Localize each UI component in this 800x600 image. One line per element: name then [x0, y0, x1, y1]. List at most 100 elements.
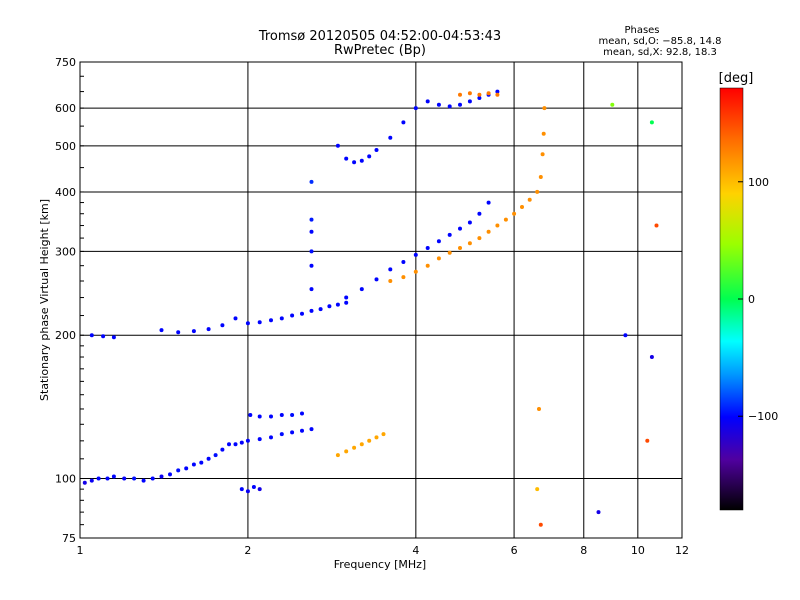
colorbar-label: [deg] [719, 71, 754, 86]
data-point [199, 460, 204, 465]
data-point [388, 267, 393, 272]
y-tick-label: 400 [55, 186, 76, 199]
data-point [176, 468, 181, 473]
data-point [184, 466, 189, 471]
data-point [300, 311, 304, 316]
data-point [467, 220, 472, 225]
data-point [168, 472, 172, 477]
y-tick-label: 100 [55, 473, 76, 486]
y-axis-label: Stationary phase Virtual Height [km] [38, 199, 51, 401]
data-point [467, 99, 472, 104]
data-point [425, 246, 430, 250]
data-point [477, 211, 482, 216]
data-point [367, 154, 372, 159]
y-tick-label: 200 [55, 329, 76, 342]
data-point [257, 437, 262, 442]
data-point [309, 179, 314, 184]
x-tick-label: 12 [675, 544, 689, 557]
data-point [542, 106, 547, 111]
grid-layer [80, 62, 682, 538]
data-point [649, 120, 654, 125]
data-point [245, 321, 250, 326]
data-point [374, 148, 379, 152]
data-point [159, 328, 164, 333]
data-point [458, 92, 462, 97]
data-point [239, 440, 244, 445]
data-point [344, 156, 349, 161]
data-point [535, 189, 540, 194]
y-tick-label: 300 [55, 245, 76, 258]
data-point [122, 476, 127, 481]
data-point [388, 135, 393, 140]
data-point [101, 334, 106, 339]
data-point [447, 250, 452, 255]
data-point [520, 205, 524, 209]
x-tick-label: 10 [631, 544, 645, 557]
x-axis-label: Frequency [MHz] [334, 558, 426, 571]
data-point [141, 478, 146, 483]
data-point [596, 510, 601, 515]
data-point [447, 232, 452, 237]
data-point [269, 318, 273, 323]
data-point [150, 476, 155, 481]
data-point [309, 287, 314, 292]
data-point [111, 474, 116, 479]
data-points-layer [82, 89, 659, 527]
data-point [486, 200, 491, 205]
data-point [540, 152, 545, 157]
data-point [447, 104, 452, 109]
data-point [159, 474, 164, 479]
data-point [335, 143, 340, 148]
y-tick-label: 750 [55, 56, 76, 69]
data-point [344, 449, 349, 454]
data-point [654, 223, 659, 228]
data-point [309, 308, 314, 313]
data-point [413, 252, 418, 257]
data-point [467, 241, 472, 246]
data-point [467, 91, 472, 96]
data-point [401, 275, 406, 280]
data-point [309, 249, 314, 254]
data-point [239, 487, 244, 492]
data-point [290, 413, 295, 417]
y-tick-label: 75 [62, 532, 76, 545]
data-point [176, 330, 181, 335]
data-point [245, 489, 250, 494]
data-point [220, 323, 225, 328]
data-point [458, 226, 462, 231]
data-point [290, 313, 295, 318]
data-point [538, 175, 543, 179]
data-point [374, 277, 379, 282]
data-point [477, 96, 482, 100]
data-point [458, 102, 462, 107]
x-tick-label: 6 [511, 544, 518, 557]
data-point [425, 99, 430, 104]
chart-subtitle: RwPretec (Bp) [334, 43, 426, 58]
data-point [248, 413, 253, 417]
data-point [436, 102, 441, 107]
x-tick-label: 2 [244, 544, 251, 557]
data-point [206, 327, 211, 332]
x-tick-label: 4 [412, 544, 419, 557]
data-point [111, 335, 116, 340]
data-point [300, 411, 304, 416]
data-point [623, 333, 628, 338]
data-point [359, 287, 364, 292]
data-point [436, 239, 441, 244]
data-point [335, 453, 340, 458]
data-point [269, 435, 273, 440]
data-point [477, 236, 482, 241]
data-point [503, 217, 508, 222]
data-point [89, 333, 94, 338]
data-point [495, 223, 500, 228]
data-point [537, 407, 541, 411]
data-point [251, 485, 256, 489]
data-point [344, 295, 349, 300]
colorbar-tick-label: 100 [748, 176, 769, 189]
data-point [352, 160, 357, 165]
data-point [105, 476, 110, 481]
colorbar-tick-label: −100 [748, 410, 778, 423]
data-point [257, 414, 262, 419]
data-point [477, 92, 482, 97]
